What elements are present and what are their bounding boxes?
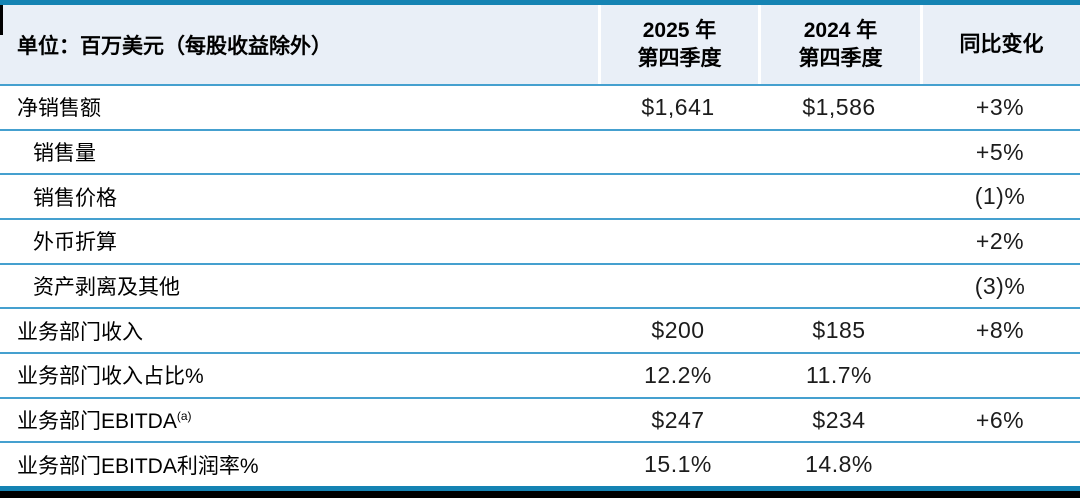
row-label: 业务部门EBITDA利润率% <box>17 454 259 478</box>
cell-q4-2024: $234 <box>812 406 866 433</box>
row-label: 业务部门EBITDA(a) <box>0 405 598 435</box>
table-row-price: 销售价格 (1)% <box>0 175 1080 221</box>
cell-yoy-change: +8% <box>975 317 1025 344</box>
cell-yoy-change: (3)% <box>974 272 1026 299</box>
column-header-q4-2024: 2024 年 第四季度 <box>758 5 920 84</box>
column-header-line: 2025 年 <box>642 19 717 43</box>
row-label: 资产剥离及其他 <box>33 276 180 300</box>
cell-q4-2025: $247 <box>651 406 705 433</box>
cell-q4-2024: $1,586 <box>802 93 876 120</box>
cell-yoy-change: +3% <box>975 93 1025 120</box>
column-header-yoy-change: 同比变化 <box>920 5 1080 84</box>
table-row-net-sales: 净销售额 $1,641 $1,586 +3% <box>0 86 1080 131</box>
column-header-line: 2024 年 <box>803 19 878 43</box>
table-row-volume: 销售量 +5% <box>0 131 1080 176</box>
table-bottom-border <box>0 486 1080 491</box>
row-label: 销售量 <box>33 142 96 165</box>
row-label: 业务部门收入占比% <box>17 365 204 389</box>
column-header-line: 同比变化 <box>959 32 1044 56</box>
cell-q4-2025: $1,641 <box>641 93 715 120</box>
cell-yoy-change: +5% <box>975 138 1025 165</box>
column-header-line: 第四季度 <box>637 46 722 70</box>
cell-yoy-change: (1)% <box>974 183 1026 210</box>
table-row-segment-ebitda-margin: 业务部门EBITDA利润率% 15.1% 14.8% <box>0 443 1080 486</box>
column-header-q4-2025: 2025 年 第四季度 <box>598 5 758 84</box>
column-header-line: 第四季度 <box>798 46 883 70</box>
row-label: 外币折算 <box>33 231 117 255</box>
cell-q4-2024: 14.8% <box>805 451 873 478</box>
bottom-black-bar <box>0 491 1080 498</box>
table-row-currency: 外币折算 +2% <box>0 220 1080 265</box>
row-label: 净销售额 <box>17 97 101 121</box>
table-row-divestitures: 资产剥离及其他 (3)% <box>0 265 1080 310</box>
table-row-segment-income-margin: 业务部门收入占比% 12.2% 11.7% <box>0 354 1080 399</box>
cell-yoy-change: +2% <box>975 227 1025 254</box>
row-label: 业务部门收入 <box>17 320 143 344</box>
table-row-segment-ebitda: 业务部门EBITDA(a) $247 $234 +6% <box>0 399 1080 444</box>
cell-q4-2024: 11.7% <box>805 361 872 388</box>
cell-q4-2025: 15.1% <box>644 451 712 478</box>
table-top-border <box>0 0 1080 5</box>
unit-label: 单位：百万美元（每股收益除外） <box>17 34 332 58</box>
row-label: 销售价格 <box>33 186 117 210</box>
table-body: 净销售额 $1,641 $1,586 +3% 销售量 +5% 销售价格 (1)%… <box>0 86 1080 486</box>
cell-q4-2024: $185 <box>812 317 866 344</box>
cell-q4-2025: 12.2% <box>644 361 712 388</box>
cell-yoy-change: +6% <box>975 406 1025 433</box>
row-label-text: 业务部门EBITDA <box>17 410 177 434</box>
left-edge-artifact <box>0 5 3 35</box>
table-row-segment-income: 业务部门收入 $200 $185 +8% <box>0 309 1080 355</box>
table-header-row: 单位：百万美元（每股收益除外） 2025 年 第四季度 2024 年 第四季度 … <box>0 5 1080 86</box>
footnote-marker: (a) <box>176 409 192 424</box>
cell-q4-2025: $200 <box>651 317 705 344</box>
